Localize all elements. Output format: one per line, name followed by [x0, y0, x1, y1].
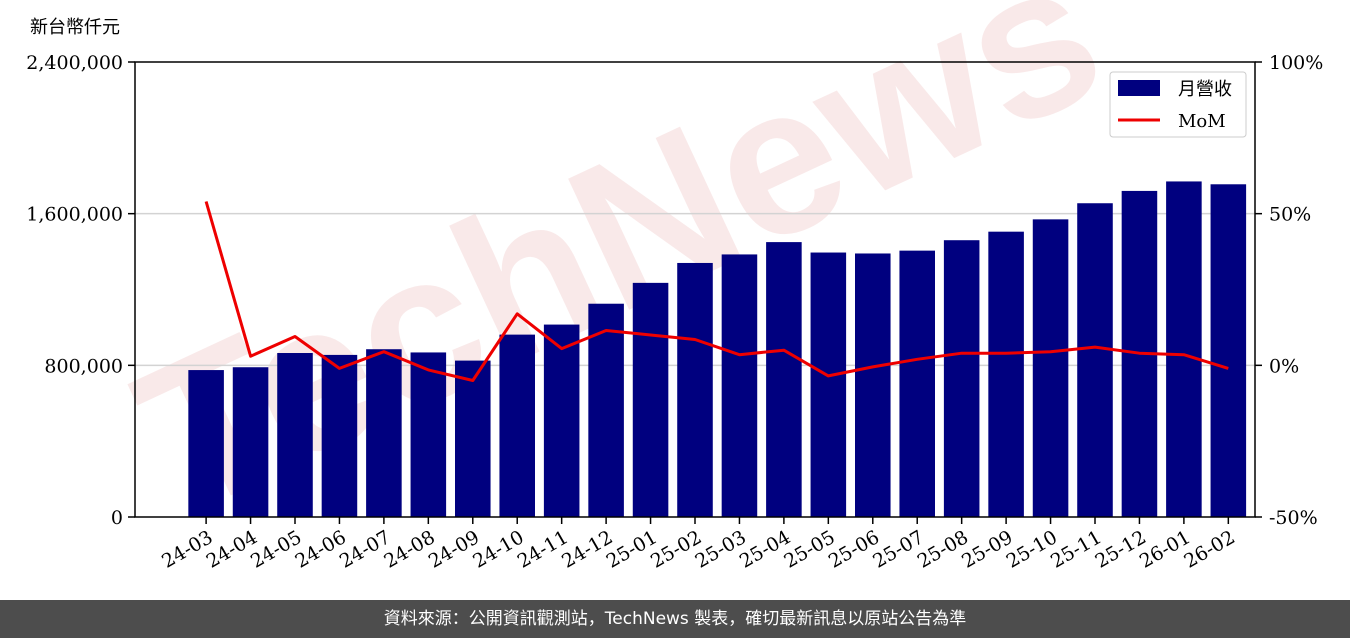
- legend: 月營收 MoM: [1109, 71, 1247, 138]
- y-axis-unit-label: 新台幣仟元: [30, 17, 120, 38]
- left-tick-label: 2,400,000: [26, 52, 123, 74]
- x-tick-label: 24-07: [336, 526, 394, 572]
- x-tick-label: 24-08: [380, 526, 438, 572]
- bar-24-06: [321, 354, 358, 517]
- bar-26-02: [1210, 184, 1247, 517]
- source-footer: 資料來源：公開資訊觀測站，TechNews 製表，確切最新訊息以原站公告為準: [0, 600, 1350, 638]
- bar-24-08: [410, 352, 447, 517]
- bar-25-11: [1077, 203, 1113, 518]
- x-tick-label: 24-03: [158, 526, 216, 572]
- x-tick-label: 26-01: [1136, 526, 1194, 572]
- left-tick-label: 1,600,000: [26, 204, 123, 226]
- bar-25-04: [766, 242, 802, 517]
- legend-bar-swatch: [1118, 80, 1160, 96]
- bar-25-08: [943, 240, 980, 518]
- x-tick-label: 24-10: [469, 526, 527, 572]
- bar-24-03: [188, 370, 224, 517]
- right-tick-label: 0%: [1269, 355, 1299, 377]
- x-tick-label: 25-11: [1047, 526, 1105, 572]
- x-tick-label: 25-04: [736, 526, 794, 572]
- x-tick-label: 25-02: [647, 526, 705, 572]
- bar-24-04: [232, 367, 269, 517]
- left-tick-label: 800,000: [44, 355, 123, 377]
- x-tick-label: 24-12: [558, 526, 616, 572]
- bar-25-09: [988, 231, 1024, 518]
- x-tick-label: 25-05: [780, 526, 838, 572]
- legend-line-label: MoM: [1178, 111, 1226, 132]
- mom-line: [204, 201, 1229, 382]
- bar-series: [188, 181, 1247, 518]
- right-tick-label: 100%: [1269, 52, 1323, 74]
- x-tick-label: 25-01: [603, 526, 661, 572]
- bar-24-12: [588, 303, 624, 517]
- x-tick-label: 25-08: [914, 526, 972, 572]
- mom-line-series: [204, 201, 1229, 382]
- bar-24-07: [366, 349, 402, 517]
- x-tick-label: 25-12: [1092, 526, 1150, 572]
- bar-25-01: [632, 282, 669, 517]
- x-tick-label: 24-11: [514, 526, 572, 572]
- x-axis: 24-0324-0424-0524-0624-0724-0824-0924-10…: [158, 517, 1239, 573]
- bar-24-05: [277, 353, 313, 517]
- x-tick-label: 26-02: [1180, 526, 1238, 572]
- bar-25-03: [721, 254, 758, 518]
- bar-24-09: [455, 360, 491, 517]
- left-tick-label: 0: [111, 507, 123, 529]
- bar-25-02: [677, 262, 713, 517]
- x-tick-label: 25-10: [1003, 526, 1061, 572]
- x-tick-label: 24-09: [425, 526, 483, 572]
- x-tick-label: 25-09: [958, 526, 1016, 572]
- x-tick-label: 25-06: [825, 526, 883, 572]
- bar-25-07: [899, 250, 935, 517]
- bar-25-05: [810, 252, 847, 517]
- x-tick-label: 25-07: [869, 526, 927, 572]
- left-axis: 0 800,000 1,600,000 2,400,000: [26, 52, 135, 529]
- bar-25-10: [1032, 219, 1069, 517]
- right-axis: -50% 0% 50% 100%: [1255, 52, 1323, 529]
- bar-24-11: [543, 324, 580, 517]
- bar-25-06: [855, 253, 891, 517]
- right-tick-label: -50%: [1269, 507, 1318, 529]
- bar-24-10: [499, 334, 535, 517]
- x-tick-label: 25-03: [692, 526, 750, 572]
- bar-26-01: [1166, 181, 1202, 517]
- legend-bar-label: 月營收: [1178, 79, 1232, 100]
- revenue-chart: TechNews 新台幣仟元 0800,0001,600,0002,400,00…: [26, 0, 1323, 573]
- right-tick-label: 50%: [1269, 204, 1311, 226]
- x-tick-label: 24-06: [292, 526, 350, 572]
